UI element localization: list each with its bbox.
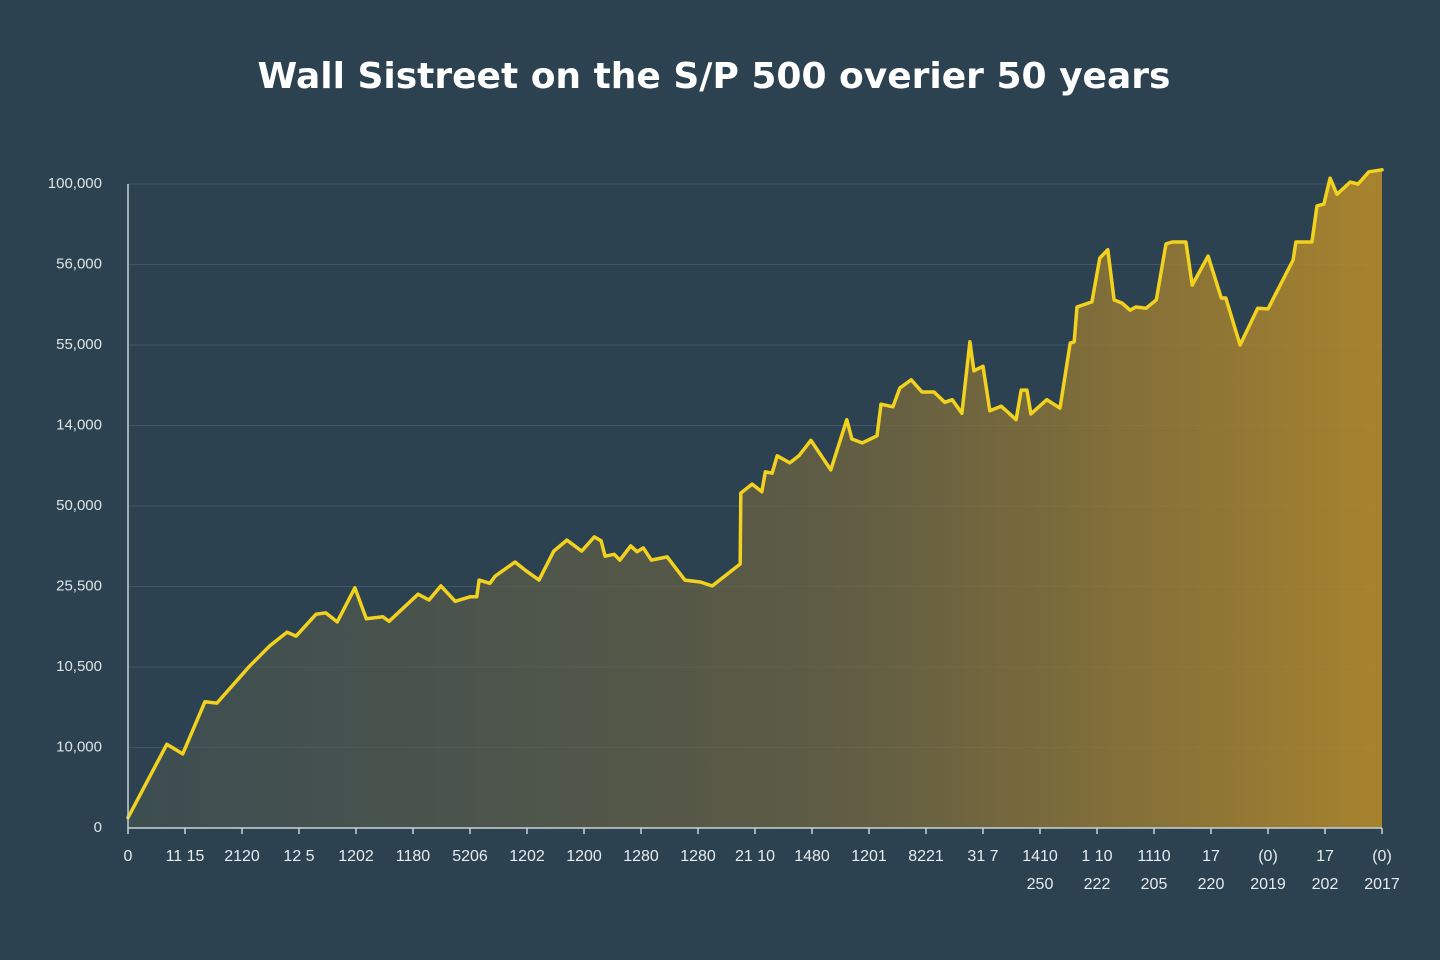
x-tick-label: 1480 (794, 848, 830, 865)
y-tick-label: 14,000 (56, 416, 102, 433)
x-tick-label: 11 15 (166, 848, 205, 865)
x-tick-label: 0 (124, 848, 133, 865)
x-tick-label: 1280 (623, 848, 659, 865)
x-tick-label: 31 7 (967, 848, 998, 865)
x-tick-label: 1200 (566, 848, 602, 865)
x-tick-label: 21 10 (735, 848, 775, 865)
x-tick-label: 250 (1027, 876, 1054, 893)
x-tick-label: 1202 (338, 848, 374, 865)
x-tick-label: 205 (1141, 876, 1168, 893)
x-tick-label: 2017 (1364, 876, 1400, 893)
x-tick-label: 1 10 (1081, 848, 1112, 865)
y-tick-label: 10,000 (56, 738, 102, 755)
x-tick-label: 1410 (1022, 848, 1058, 865)
y-tick-label: 56,000 (56, 255, 102, 272)
x-tick-label: (0) (1258, 848, 1278, 865)
x-tick-label: 12 5 (283, 848, 314, 865)
x-tick-label: 2019 (1250, 876, 1286, 893)
x-tick-label: 222 (1084, 876, 1111, 893)
x-tick-label: 1280 (680, 848, 716, 865)
x-tick-label: 1201 (851, 848, 887, 865)
x-tick-label: 220 (1198, 876, 1225, 893)
y-tick-label: 10,500 (56, 658, 102, 675)
x-tick-label: 1110 (1137, 848, 1170, 865)
y-tick-label: 25,500 (56, 577, 102, 594)
y-tick-label: 55,000 (56, 336, 102, 353)
line (126, 168, 1384, 820)
x-tick-label: 8221 (908, 848, 944, 865)
x-tick-label: 17 (1202, 848, 1220, 865)
x-tick-label: 17 (1316, 848, 1334, 865)
chart-title: Wall Sistreet on the S/P 500 overier 50 … (258, 56, 1171, 97)
x-tick-label: (0) (1372, 848, 1392, 865)
x-tick-label: 5206 (452, 848, 488, 865)
x-tick-label: 2120 (224, 848, 260, 865)
x-tick-label: 1180 (396, 848, 431, 865)
area-fill (128, 169, 1382, 829)
y-tick-label: 50,000 (56, 497, 102, 514)
y-tick-label: 100,000 (48, 175, 102, 192)
y-tick-label: 0 (94, 819, 102, 836)
x-tick-label: 1202 (509, 848, 545, 865)
x-tick-label: 202 (1312, 876, 1339, 893)
